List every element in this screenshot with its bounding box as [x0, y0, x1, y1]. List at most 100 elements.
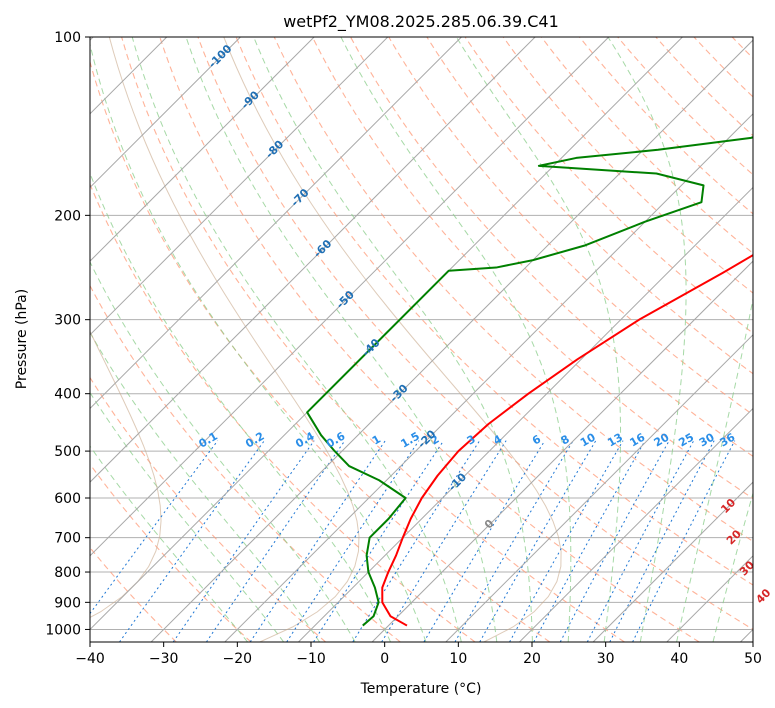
- background-lines: [90, 37, 775, 642]
- mixing-ratio-label: 30: [697, 430, 717, 449]
- mixing-ratio-label: 16: [627, 430, 647, 449]
- y-tick-label: 900: [54, 595, 81, 611]
- mixing-ratio-line: [205, 440, 346, 642]
- x-tick-label: 20: [523, 651, 541, 667]
- dry-adiabat: [197, 37, 753, 631]
- y-tick-label: 300: [54, 313, 81, 329]
- x-axis: −40 −30 −20 −10 0 10 20 30 40 50: [75, 642, 762, 667]
- mixing-ratio-label: 0.1: [196, 430, 219, 451]
- mixing-ratio-line: [509, 440, 624, 642]
- moist-adiabat: [90, 331, 320, 642]
- x-tick-label: 10: [449, 651, 467, 667]
- dewpoint-line: [306, 136, 753, 627]
- y-tick-label: 700: [54, 531, 81, 547]
- theta-curve: [90, 330, 162, 619]
- x-tick-label: 40: [670, 651, 688, 667]
- dry-adiabat: [90, 182, 476, 642]
- isotherm: [666, 555, 753, 642]
- isotherm: [224, 113, 753, 642]
- moist-adiabat: [185, 37, 498, 642]
- isotherm-label: -100: [206, 42, 235, 71]
- dry-adiabat: [502, 37, 753, 294]
- isotherm: [445, 334, 753, 642]
- mixing-ratio-line: [423, 440, 546, 642]
- isotherm: [592, 481, 753, 642]
- dry-adiabat: [90, 376, 327, 642]
- moist-adiabat: [131, 37, 462, 642]
- y-tick-label: 1000: [45, 622, 81, 638]
- isotherm: [371, 260, 753, 642]
- mixing-ratio-label: 8: [559, 433, 572, 448]
- y-axis: 100 200 300 400 500 600 700 800 900 1000: [45, 30, 90, 638]
- theta-e-label: 20: [724, 527, 744, 547]
- dry-adiabat: [235, 37, 753, 586]
- x-tick-label: −30: [149, 651, 179, 667]
- mixing-ratio-line: [352, 440, 481, 642]
- x-tick-label: 0: [380, 651, 389, 667]
- isotherm: [90, 37, 610, 557]
- moist-adiabat: [90, 260, 356, 642]
- y-axis-title: Pressure (hPa): [14, 289, 30, 389]
- mixing-ratio-label: 13: [605, 431, 625, 450]
- isotherm: [90, 37, 389, 336]
- theta-e-label: 40: [753, 586, 773, 606]
- mixing-ratio-label: 1: [370, 433, 383, 448]
- moist-adiabat: [90, 171, 392, 642]
- x-tick-label: −10: [296, 651, 326, 667]
- mixing-ratio-label: 0.6: [324, 429, 348, 450]
- y-tick-label: 600: [54, 491, 81, 507]
- y-tick-label: 400: [54, 387, 81, 403]
- chart-title: wetPf2_YM08.2025.285.06.39.C41: [283, 12, 559, 32]
- mixing-ratio-line: [533, 440, 646, 642]
- x-tick-label: −20: [223, 651, 253, 667]
- x-axis-title: Temperature (°C): [360, 681, 482, 697]
- dry-adiabat: [388, 37, 753, 416]
- mixing-ratio-line: [172, 440, 315, 642]
- y-tick-label: 200: [54, 208, 81, 224]
- dry-adiabat: [464, 37, 753, 334]
- dry-adiabat: [770, 37, 775, 642]
- moist-adiabat: [712, 491, 753, 642]
- moist-adiabat: [90, 445, 249, 642]
- moist-adiabat: [90, 391, 285, 642]
- mixing-ratio-line: [609, 440, 715, 642]
- isotherm: [519, 407, 753, 642]
- pressure-gridlines: [90, 36, 753, 630]
- moist-adiabat: [90, 42, 427, 642]
- mixing-ratio-line: [119, 440, 265, 642]
- isotherm: [90, 37, 241, 189]
- isotherm-label: -90: [239, 88, 262, 111]
- dry-adiabat: [90, 463, 252, 642]
- moist-adiabat: [455, 37, 622, 642]
- moist-adiabat: [607, 37, 687, 642]
- mixing-ratio-label: 0.4: [293, 429, 317, 450]
- sounding-profiles: [306, 136, 753, 627]
- x-tick-label: 30: [597, 651, 615, 667]
- moist-adiabat: [340, 37, 572, 642]
- x-tick-label: −40: [75, 651, 105, 667]
- mixing-ratio-label: 0.2: [243, 430, 266, 451]
- mixing-ratio-line: [479, 440, 597, 642]
- isotherm: [150, 39, 753, 642]
- mixing-ratio-line: [586, 440, 695, 642]
- mixing-ratio-line: [249, 440, 386, 642]
- y-tick-label: 800: [54, 565, 81, 581]
- theta-curve: [223, 37, 562, 642]
- dry-adiabat: [655, 37, 753, 137]
- isotherm: [90, 37, 536, 483]
- line-labels: 0.1 0.2 0.4 0.6 1 1.5 2 3 4 6 8 10 13 16 20 25 30 36-100-…: [196, 42, 773, 606]
- theta-e-label: 10: [718, 496, 738, 516]
- moist-adiabat: [253, 37, 533, 642]
- temperature-line: [381, 253, 753, 627]
- isotherm: [90, 37, 315, 262]
- mixing-ratio-line: [454, 440, 574, 642]
- isotherm-label: 0: [482, 517, 497, 532]
- dry-adiabat: [90, 284, 401, 642]
- mixing-ratio-line: [381, 440, 507, 642]
- theta-curve: [108, 37, 360, 642]
- dry-adiabat: [579, 37, 753, 215]
- y-tick-label: 100: [54, 30, 81, 46]
- plot-frame: [89, 36, 754, 643]
- dry-adiabat: [617, 37, 753, 176]
- mixing-ratio-line: [90, 440, 219, 615]
